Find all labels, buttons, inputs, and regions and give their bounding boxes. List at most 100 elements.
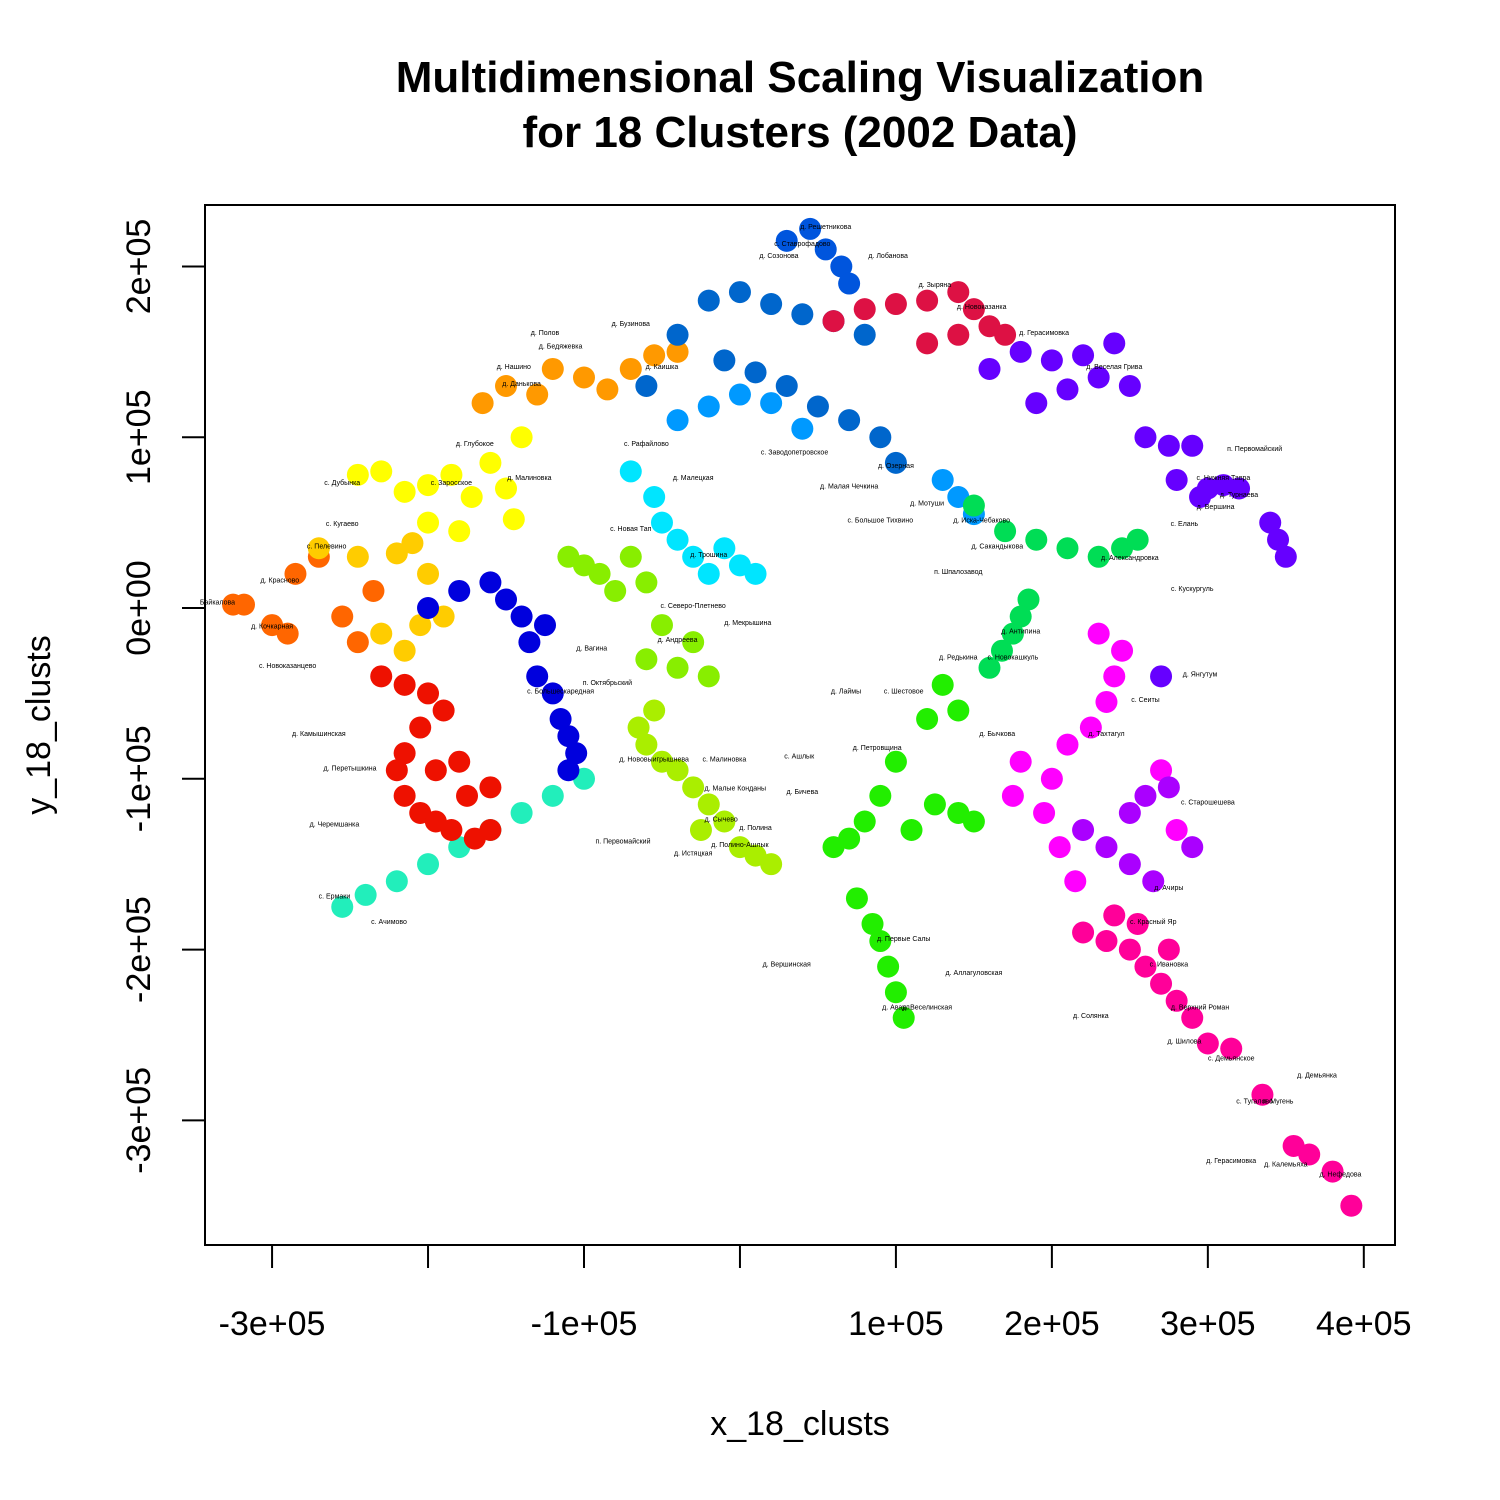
- point-label: д. Сакандыкова: [971, 543, 1023, 550]
- point-label: с. Новая Тап: [610, 526, 651, 533]
- data-point: [232, 593, 255, 616]
- point-label: с. Заводопетровское: [761, 449, 828, 456]
- point-label: с. Заросское: [431, 480, 472, 487]
- point-label: с. Нижняя Тавра: [1197, 475, 1251, 482]
- data-point: [666, 323, 689, 346]
- y-axis-title: y_18_clusts: [20, 635, 58, 815]
- point-label: д. Янгутум: [1183, 671, 1218, 678]
- data-point: [1111, 639, 1134, 662]
- data-point: [728, 281, 751, 304]
- data-point: [853, 323, 876, 346]
- data-point: [806, 395, 829, 418]
- data-point: [1103, 665, 1126, 688]
- data-point: [666, 528, 689, 551]
- data-point: [1196, 1032, 1219, 1055]
- point-label: д. Вагина: [576, 646, 607, 653]
- point-label: с. Красный Яр: [1130, 918, 1177, 926]
- point-label: д. Красново: [261, 577, 300, 584]
- data-point: [417, 562, 440, 585]
- point-label: с. Кускургуль: [1171, 586, 1214, 593]
- data-point: [370, 460, 393, 483]
- data-point: [838, 272, 861, 295]
- data-point: [884, 293, 907, 316]
- point-label: д. Малая Чечкина: [820, 483, 878, 490]
- data-point: [1118, 853, 1141, 876]
- data-point: [1118, 938, 1141, 961]
- data-point: [526, 665, 549, 688]
- point-label: с. Шестовое: [884, 688, 924, 695]
- point-label: д. Глубокое: [456, 440, 494, 448]
- data-point: [417, 682, 440, 705]
- data-point: [869, 426, 892, 449]
- data-point: [697, 289, 720, 312]
- data-point: [682, 776, 705, 799]
- x-axis-title: x_18_clusts: [710, 1405, 890, 1443]
- x-axis: -3e+05 -1e+05 1e+05 2e+05 3e+05 4e+05: [219, 1244, 1412, 1343]
- data-point: [456, 784, 479, 807]
- point-label: д. Озерная: [878, 463, 914, 470]
- data-point: [962, 494, 985, 517]
- data-point: [479, 819, 502, 842]
- data-point: [744, 361, 767, 384]
- point-label: п. Октябрьский: [583, 679, 632, 687]
- point-label: д. Черемшанка: [310, 822, 360, 829]
- point-label: с. Дубынка: [324, 479, 360, 487]
- data-point: [1079, 716, 1102, 739]
- data-point: [1095, 690, 1118, 713]
- data-point: [479, 451, 502, 474]
- data-point: [604, 579, 627, 602]
- data-point: [830, 255, 853, 278]
- point-label: д. Решетникова: [800, 224, 851, 231]
- data-point: [627, 716, 650, 739]
- x-tick-label: -1e+05: [531, 1305, 638, 1343]
- data-point: [1134, 784, 1157, 807]
- point-label: д. Малиновка: [507, 475, 551, 482]
- point-label: с. Ставрофадово: [774, 241, 830, 248]
- x-tick-label: 1e+05: [848, 1305, 944, 1343]
- point-label: д. Нашино: [497, 364, 531, 371]
- data-point: [744, 562, 767, 585]
- data-point: [1157, 434, 1180, 457]
- data-point: [1064, 870, 1087, 893]
- data-point: [307, 537, 330, 560]
- data-point: [1009, 340, 1032, 363]
- data-point: [1321, 1160, 1344, 1183]
- data-point: [1181, 434, 1204, 457]
- data-point: [495, 477, 518, 500]
- data-point: [557, 725, 580, 748]
- data-point: [448, 750, 471, 773]
- point-label: д. Малые Конданы: [705, 786, 766, 793]
- data-point: [884, 981, 907, 1004]
- data-point: [666, 340, 689, 363]
- data-point: [1142, 870, 1165, 893]
- point-label: п. Первомайский: [1227, 445, 1282, 453]
- data-point: [1251, 1083, 1274, 1106]
- data-point: [1072, 921, 1095, 944]
- data-point: [346, 545, 369, 568]
- point-label: с. Ашлык: [784, 753, 815, 760]
- y-tick-label: -2e+05: [120, 896, 158, 1003]
- data-point: [1267, 528, 1290, 551]
- data-point: [931, 673, 954, 696]
- data-point: [1017, 588, 1040, 611]
- data-point: [1165, 989, 1188, 1012]
- point-label: с. Демьянское: [1208, 1056, 1255, 1063]
- data-point: [448, 520, 471, 543]
- data-point: [923, 793, 946, 816]
- data-point: [814, 238, 837, 261]
- data-point: [619, 357, 642, 380]
- data-point: [346, 631, 369, 654]
- point-label: д. Тахтагул: [1088, 731, 1124, 738]
- data-point: [931, 468, 954, 491]
- point-label: д. Александровка: [1101, 555, 1159, 562]
- data-point: [666, 656, 689, 679]
- data-point: [916, 708, 939, 731]
- data-point: [1150, 665, 1173, 688]
- point-label: д. Малецкая: [673, 475, 714, 482]
- point-label: д. Аваул: [882, 1004, 910, 1011]
- data-point: [1056, 378, 1079, 401]
- data-point: [760, 293, 783, 316]
- data-point: [284, 562, 307, 585]
- data-point: [1001, 622, 1024, 645]
